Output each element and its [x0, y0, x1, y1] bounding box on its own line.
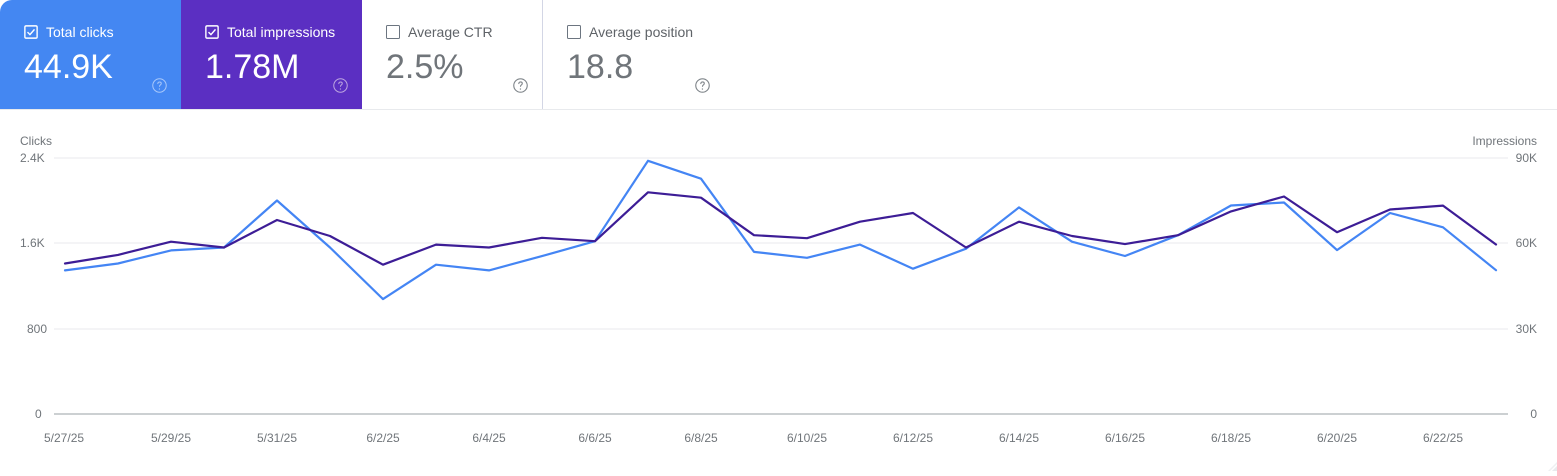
svg-text:90K: 90K [1516, 151, 1537, 165]
svg-text:2.4K: 2.4K [20, 151, 45, 165]
svg-text:30K: 30K [1516, 322, 1537, 336]
svg-text:6/2/25: 6/2/25 [366, 431, 400, 445]
svg-text:6/8/25: 6/8/25 [684, 431, 718, 445]
svg-text:5/31/25: 5/31/25 [257, 431, 297, 445]
svg-text:800: 800 [27, 322, 47, 336]
svg-text:6/6/25: 6/6/25 [578, 431, 612, 445]
svg-text:Impressions: Impressions [1472, 134, 1537, 148]
svg-text:1.6K: 1.6K [20, 236, 45, 250]
svg-text:5/27/25: 5/27/25 [44, 431, 84, 445]
svg-text:Clicks: Clicks [20, 134, 52, 148]
svg-text:0: 0 [35, 407, 42, 421]
svg-text:0: 0 [1530, 407, 1537, 421]
svg-text:60K: 60K [1516, 236, 1537, 250]
svg-text:6/14/25: 6/14/25 [999, 431, 1039, 445]
svg-text:6/10/25: 6/10/25 [787, 431, 827, 445]
svg-text:6/12/25: 6/12/25 [893, 431, 933, 445]
svg-text:5/29/25: 5/29/25 [151, 431, 191, 445]
svg-text:6/20/25: 6/20/25 [1317, 431, 1357, 445]
svg-text:6/4/25: 6/4/25 [472, 431, 506, 445]
svg-text:6/18/25: 6/18/25 [1211, 431, 1251, 445]
svg-text:6/22/25: 6/22/25 [1423, 431, 1463, 445]
svg-text:6/16/25: 6/16/25 [1105, 431, 1145, 445]
